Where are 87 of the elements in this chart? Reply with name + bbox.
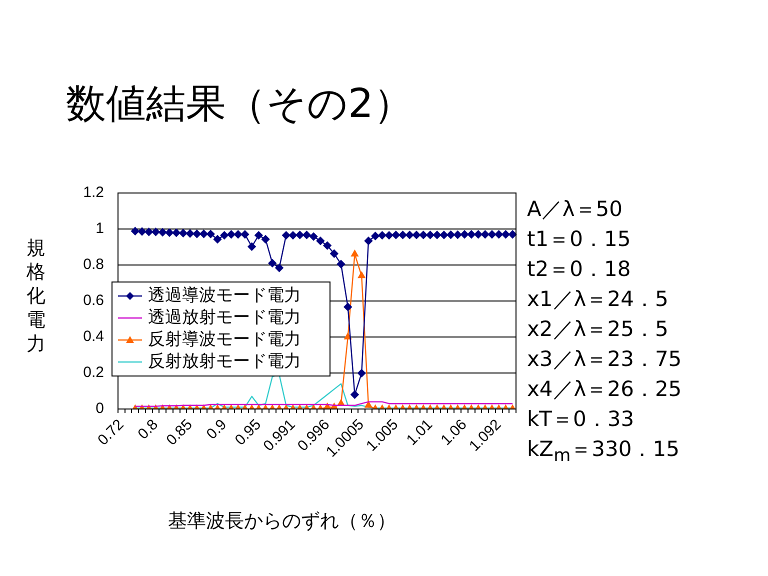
text: x1／λ＝24．5 [527,286,670,313]
point [227,230,236,238]
point [336,260,346,268]
point [419,230,428,240]
x-axis-title: 基準波長からのずれ（％） [168,509,396,534]
point [234,230,242,238]
point [206,230,215,238]
legend-label: 反射導波モード電力 [148,329,301,350]
point [344,332,352,340]
point [502,230,510,238]
point [364,236,373,245]
legend-label: 反射放射モード電力 [148,351,301,372]
point [316,236,325,245]
point [412,230,421,240]
point [432,230,442,240]
chart-title: 数値結果（その2） [66,80,414,129]
y-axis-title: 規格化電力 [26,236,46,356]
x-tick-label: 0.9 [203,416,230,443]
text: kT＝0．33 [527,406,636,433]
point [323,241,332,250]
point [454,230,462,239]
point [179,229,188,238]
y-tick-label: 1.2 [83,184,104,202]
point [392,230,400,240]
text: t2＝0．18 [527,256,632,283]
legend-label: 透過導波モード電力 [148,285,301,306]
point [467,230,476,238]
point [144,228,153,236]
x-tick-label: 0.85 [163,416,196,449]
point [261,235,270,244]
point [344,302,352,312]
point [351,250,358,257]
point [172,228,180,237]
point [358,272,366,278]
point [446,230,455,239]
point [398,230,407,240]
text: t1＝0．15 [527,226,632,253]
point [186,229,194,238]
point [296,230,304,240]
text: x4／λ＝26．25 [527,376,682,403]
y-tick-label: 0.2 [83,364,104,382]
text: x2／λ＝25．5 [527,316,670,343]
point [282,231,290,240]
point [364,401,372,408]
y-tick-label: 0.6 [83,292,104,310]
point [220,231,228,240]
point [138,227,146,236]
point [268,259,276,268]
legend-label: 透過放射モード電力 [148,307,301,328]
point [330,250,338,258]
point [275,264,284,272]
point [378,231,386,240]
point [192,230,202,238]
point [494,230,503,238]
point [240,230,250,238]
point [384,231,394,240]
point [474,230,482,238]
point [440,230,448,240]
point [426,230,434,240]
point [152,228,160,236]
x-tick-label: 1.01 [403,416,436,449]
point [248,242,256,251]
y-tick-label: 0.4 [83,328,104,346]
text: A／λ＝50 [527,196,624,223]
point [460,230,469,238]
x-tick-label: 0.8 [134,416,162,443]
y-tick-label: 0.8 [83,256,104,274]
y-tick-label: 1 [96,220,104,238]
y-tick-label: 0 [96,400,104,418]
point [254,231,263,240]
text: x3／λ＝23．75 [527,346,682,373]
point [200,230,208,238]
point [131,227,140,236]
point [165,228,174,237]
point [371,232,380,240]
point [309,232,318,241]
x-tick-label: 0.72 [94,416,128,449]
point [481,230,490,238]
point [508,230,517,238]
point [406,230,414,240]
point [158,228,167,236]
x-tick-label: 0.95 [232,416,264,449]
point [213,235,222,244]
point [302,230,311,240]
point [488,230,496,238]
point [288,231,298,240]
text: kZ$_{m}$＝330．15 [527,436,680,468]
